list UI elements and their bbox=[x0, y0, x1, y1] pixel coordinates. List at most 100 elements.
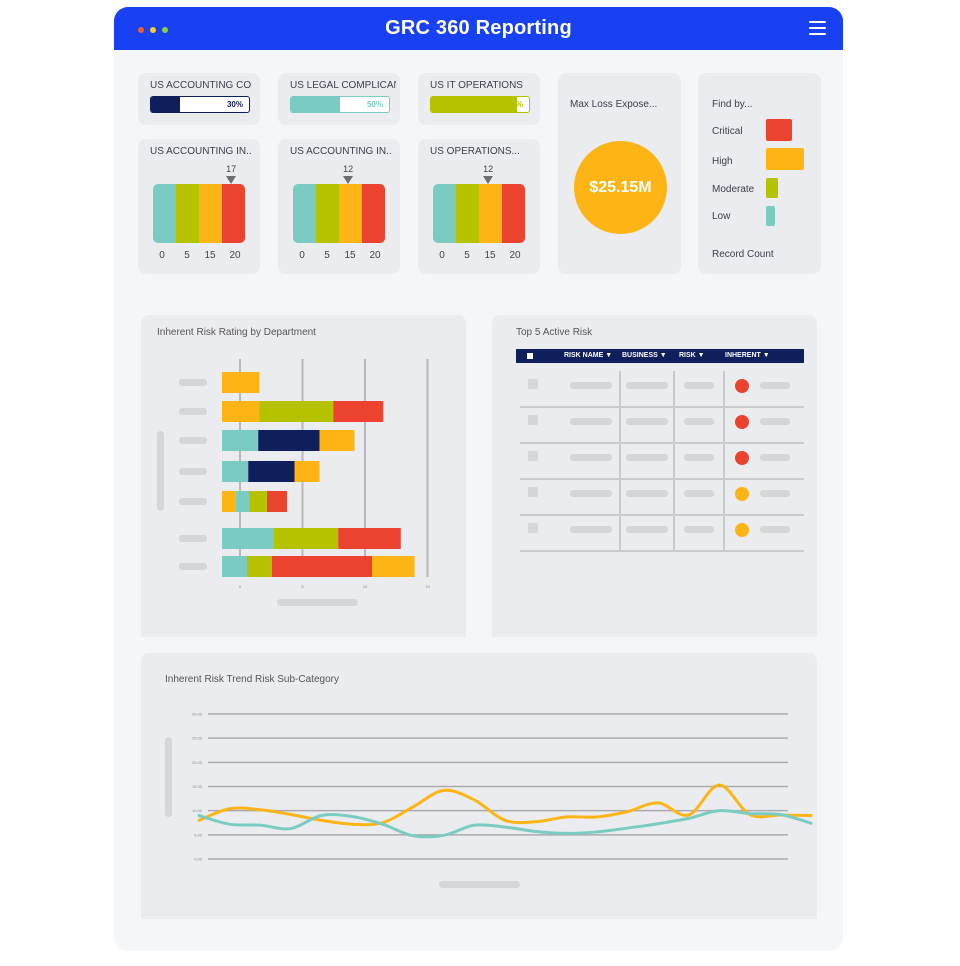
legend-label-low: Low bbox=[712, 211, 731, 222]
legend-swatch-low[interactable] bbox=[766, 206, 775, 226]
row-checkbox[interactable] bbox=[528, 451, 538, 461]
column-header-business[interactable]: BUSINESS ▼ bbox=[622, 352, 667, 359]
cell-placeholder bbox=[570, 526, 612, 533]
column-header-inherent[interactable]: INHERENT ▼ bbox=[725, 352, 770, 359]
kpi-card-label: US ACCOUNTING COMPLIANCE bbox=[150, 80, 252, 91]
row-checkbox[interactable] bbox=[528, 523, 538, 533]
gauge-card-label: US OPERATIONS... bbox=[430, 146, 520, 157]
y-axis-scrollbar[interactable] bbox=[165, 737, 172, 817]
table-row-divider bbox=[520, 442, 804, 444]
legend-swatch-moderate[interactable] bbox=[766, 178, 778, 198]
bar-segment bbox=[222, 491, 236, 512]
progress-bar: 50% bbox=[290, 96, 390, 113]
gauge-marker-icon bbox=[226, 176, 237, 184]
window-dot-yellow[interactable] bbox=[150, 27, 156, 33]
cell-placeholder bbox=[626, 454, 668, 461]
category-label-placeholder bbox=[179, 498, 207, 505]
y-axis-scrollbar[interactable] bbox=[157, 431, 164, 511]
x-axis-scrollbar[interactable] bbox=[439, 881, 520, 888]
legend-swatch-high[interactable] bbox=[766, 148, 804, 170]
bar-segment bbox=[333, 401, 384, 422]
cell-placeholder bbox=[626, 490, 668, 497]
bar-segment bbox=[222, 556, 247, 577]
panel-title: Inherent Risk Rating by Department bbox=[157, 327, 316, 338]
gauge-tick: 15 bbox=[484, 250, 496, 261]
app-title: GRC 360 Reporting bbox=[385, 17, 572, 39]
bar-segment bbox=[372, 556, 415, 577]
column-header-risk-name[interactable]: RISK NAME ▼ bbox=[564, 352, 613, 359]
bar-segment bbox=[222, 461, 249, 482]
table-row-divider bbox=[520, 478, 804, 480]
cell-placeholder bbox=[570, 454, 612, 461]
category-label-placeholder bbox=[179, 535, 207, 542]
bar-segment bbox=[222, 372, 260, 393]
progress-bar: 30% bbox=[150, 96, 250, 113]
risk-trend-panel: Inherent Risk Trend Risk Sub-Category 30… bbox=[141, 653, 817, 919]
bar-segment bbox=[249, 491, 267, 512]
bar-segment bbox=[222, 528, 274, 549]
row-checkbox[interactable] bbox=[528, 415, 538, 425]
window-dot-green[interactable] bbox=[162, 27, 168, 33]
max-loss-card[interactable]: Max Loss Expose... $25.15M bbox=[558, 73, 681, 274]
bar-segment bbox=[222, 430, 259, 451]
kpi-card-label: US LEGAL COMPLICANCE bbox=[290, 80, 396, 91]
gauge-card-label: US ACCOUNTING IN... bbox=[290, 146, 392, 157]
legend-label-critical: Critical bbox=[712, 126, 743, 137]
table-column-divider bbox=[723, 371, 725, 551]
gauge-card-accounting[interactable]: US ACCOUNTING IN... 17 0 5 15 20 bbox=[138, 139, 260, 274]
app-window: GRC 360 Reporting US ACCOUNTING COMPLIAN… bbox=[114, 7, 843, 951]
legend-swatch-critical[interactable] bbox=[766, 119, 792, 141]
kpi-card-accounting-compliance[interactable]: US ACCOUNTING COMPLIANCE 30% bbox=[138, 73, 260, 125]
cell-placeholder bbox=[760, 382, 790, 389]
gauge-tick: 20 bbox=[369, 250, 381, 261]
inherent-risk-status-dot bbox=[735, 523, 749, 537]
gauge-card-accounting-2[interactable]: US ACCOUNTING IN... 12 0 5 15 20 bbox=[278, 139, 400, 274]
gauge-tick: 5 bbox=[184, 250, 190, 261]
gauge-tick: 20 bbox=[229, 250, 241, 261]
cell-placeholder bbox=[684, 490, 714, 497]
bar-segment bbox=[338, 528, 401, 549]
cell-placeholder bbox=[626, 418, 668, 425]
gauge-tick: 20 bbox=[509, 250, 521, 261]
gauge-marker-value: 17 bbox=[226, 164, 237, 174]
cell-placeholder bbox=[570, 382, 612, 389]
max-loss-label: Max Loss Expose... bbox=[570, 99, 658, 110]
column-header-risk[interactable]: RISK ▼ bbox=[679, 352, 705, 359]
window-dot-red[interactable] bbox=[138, 27, 144, 33]
row-checkbox[interactable] bbox=[528, 487, 538, 497]
kpi-card-legal-compliance[interactable]: US LEGAL COMPLICANCE 50% bbox=[278, 73, 400, 125]
category-label-placeholder bbox=[179, 379, 207, 386]
cell-placeholder bbox=[684, 382, 714, 389]
gauge-card-operations[interactable]: US OPERATIONS... 12 0 5 15 20 bbox=[418, 139, 540, 274]
record-count-label: Record Count bbox=[712, 249, 774, 260]
trend-series-line bbox=[197, 809, 813, 839]
cell-placeholder bbox=[760, 454, 790, 461]
kpi-card-it-operations[interactable]: US IT OPERATIONS 88% bbox=[418, 73, 540, 125]
legend-title: Find by... bbox=[712, 99, 753, 110]
select-all-checkbox[interactable] bbox=[527, 353, 533, 359]
category-label-placeholder bbox=[179, 468, 207, 475]
cell-placeholder bbox=[684, 418, 714, 425]
cell-placeholder bbox=[684, 454, 714, 461]
progress-value: 50% bbox=[366, 100, 383, 109]
x-tick-label: 15 bbox=[425, 584, 430, 589]
row-checkbox[interactable] bbox=[528, 379, 538, 389]
gauge-tick: 0 bbox=[439, 250, 445, 261]
risk-by-department-panel: Inherent Risk Rating by Department 0 5 10 1… bbox=[141, 315, 466, 637]
y-tick-label: 10.00 bbox=[192, 808, 203, 813]
x-tick-label: 0 bbox=[239, 584, 242, 589]
legend-label-moderate: Moderate bbox=[712, 184, 755, 195]
cell-placeholder bbox=[626, 382, 668, 389]
hamburger-menu-icon[interactable] bbox=[809, 21, 826, 35]
inherent-risk-status-dot bbox=[735, 487, 749, 501]
category-label-placeholder bbox=[179, 437, 207, 444]
find-by-legend-card[interactable]: Find by... Critical High Moderate Low Re… bbox=[698, 73, 821, 274]
gauge-tick: 0 bbox=[159, 250, 165, 261]
gauge-bar bbox=[293, 184, 385, 243]
y-tick-label: 20.00 bbox=[192, 760, 203, 765]
gauge-marker-value: 12 bbox=[343, 164, 354, 174]
x-axis-scrollbar[interactable] bbox=[277, 599, 358, 606]
max-loss-value: $25.15M bbox=[574, 141, 667, 234]
bar-segment bbox=[222, 401, 260, 422]
cell-placeholder bbox=[760, 526, 790, 533]
